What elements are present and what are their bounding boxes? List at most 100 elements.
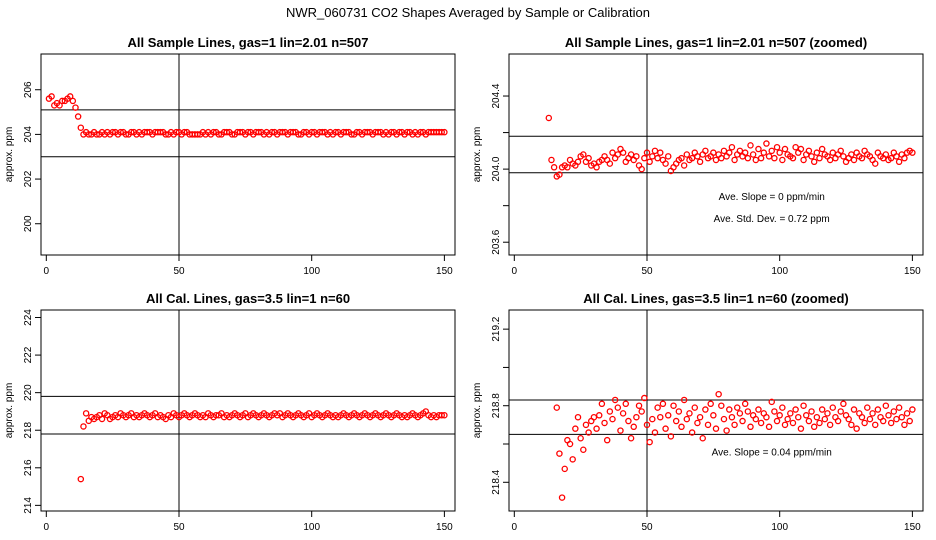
data-point bbox=[728, 413, 736, 421]
y-tick-label: 216 bbox=[23, 459, 34, 476]
data-point bbox=[173, 128, 180, 136]
data-point bbox=[143, 128, 151, 136]
data-point bbox=[289, 128, 297, 136]
data-point bbox=[162, 131, 169, 138]
data-point bbox=[752, 156, 760, 164]
data-point bbox=[657, 413, 664, 421]
data-point bbox=[707, 400, 714, 408]
data-point bbox=[574, 158, 582, 166]
data-point bbox=[680, 162, 688, 169]
y-tick-label: 218 bbox=[23, 421, 34, 438]
data-point bbox=[627, 435, 635, 442]
data-point bbox=[630, 423, 637, 431]
data-point bbox=[561, 465, 568, 473]
data-point bbox=[396, 128, 403, 136]
data-point bbox=[625, 417, 632, 425]
chart-title: All Cal. Lines, gas=3.5 lin=1 n=60 bbox=[146, 291, 350, 306]
data-point bbox=[627, 151, 635, 158]
data-point bbox=[388, 128, 395, 136]
scatter-panel-cal-lines-zoomed: All Cal. Lines, gas=3.5 lin=1 n=60 (zoom… bbox=[472, 291, 924, 533]
data-point bbox=[781, 145, 789, 153]
data-point bbox=[441, 411, 448, 419]
x-tick-label: 0 bbox=[44, 266, 50, 277]
data-point bbox=[816, 419, 823, 427]
data-point bbox=[688, 429, 696, 436]
data-point bbox=[688, 154, 696, 162]
data-point bbox=[765, 153, 773, 160]
data-point bbox=[678, 154, 685, 162]
data-point bbox=[569, 456, 576, 463]
data-point bbox=[805, 417, 813, 425]
data-point bbox=[657, 149, 664, 156]
y-tick-label: 214 bbox=[23, 497, 34, 514]
data-point bbox=[574, 413, 582, 421]
data-point bbox=[779, 404, 786, 411]
data-point bbox=[858, 413, 866, 421]
data-point bbox=[236, 128, 244, 136]
data-point bbox=[840, 153, 847, 160]
data-point bbox=[757, 419, 765, 427]
plot-frame bbox=[40, 53, 456, 256]
data-point bbox=[212, 411, 220, 419]
data-point bbox=[593, 164, 600, 171]
data-point bbox=[550, 164, 558, 171]
data-point bbox=[255, 128, 262, 136]
data-point bbox=[556, 450, 563, 457]
data-point bbox=[755, 145, 762, 153]
data-point bbox=[879, 417, 887, 425]
y-tick-label: 224 bbox=[23, 309, 34, 326]
y-tick-label: 202 bbox=[23, 170, 34, 187]
y-tick-label: 204.0 bbox=[491, 156, 502, 181]
data-point bbox=[744, 408, 752, 415]
data-point bbox=[800, 402, 807, 409]
data-point bbox=[659, 400, 667, 408]
data-point bbox=[829, 404, 837, 411]
data-point bbox=[545, 114, 553, 122]
data-point bbox=[117, 128, 124, 136]
data-point bbox=[585, 154, 592, 162]
data-point bbox=[723, 427, 730, 434]
data-point bbox=[441, 128, 448, 136]
data-point bbox=[680, 396, 688, 404]
data-point bbox=[686, 410, 693, 417]
data-point bbox=[48, 93, 55, 100]
data-point bbox=[776, 412, 783, 419]
scatter-panel-cal-lines: All Cal. Lines, gas=3.5 lin=1 n=60 0 50 100… bbox=[4, 291, 456, 533]
data-point bbox=[606, 160, 614, 167]
data-point bbox=[609, 149, 616, 156]
data-point bbox=[300, 128, 307, 136]
data-point bbox=[417, 128, 424, 136]
data-point bbox=[646, 158, 653, 166]
data-point bbox=[564, 164, 571, 171]
data-point bbox=[593, 425, 600, 432]
x-tick-label: 0 bbox=[512, 522, 518, 533]
data-point bbox=[903, 410, 911, 417]
plot-frame bbox=[508, 53, 924, 256]
data-point bbox=[403, 128, 411, 136]
chart-title: All Sample Lines, gas=1 lin=2.01 n=507 (… bbox=[565, 35, 867, 50]
data-point bbox=[763, 140, 770, 147]
data-point bbox=[869, 410, 876, 417]
data-point bbox=[699, 435, 706, 442]
x-tick-label: 150 bbox=[436, 266, 453, 277]
data-point bbox=[810, 158, 818, 166]
data-point bbox=[736, 147, 744, 155]
data-point bbox=[720, 147, 728, 155]
data-point bbox=[821, 415, 829, 423]
data-point bbox=[585, 429, 592, 436]
data-point bbox=[747, 142, 754, 149]
data-point bbox=[861, 419, 868, 427]
data-point bbox=[776, 149, 783, 156]
data-point bbox=[694, 153, 701, 160]
x-tick-label: 100 bbox=[771, 522, 788, 533]
data-point bbox=[712, 425, 720, 432]
data-point bbox=[715, 390, 722, 398]
data-point bbox=[85, 131, 93, 138]
data-point bbox=[757, 154, 765, 162]
data-point bbox=[702, 147, 709, 155]
data-point bbox=[215, 131, 223, 138]
data-point bbox=[678, 423, 685, 431]
data-point bbox=[805, 147, 813, 155]
x-tick-label: 100 bbox=[771, 266, 788, 277]
data-point bbox=[633, 153, 640, 160]
